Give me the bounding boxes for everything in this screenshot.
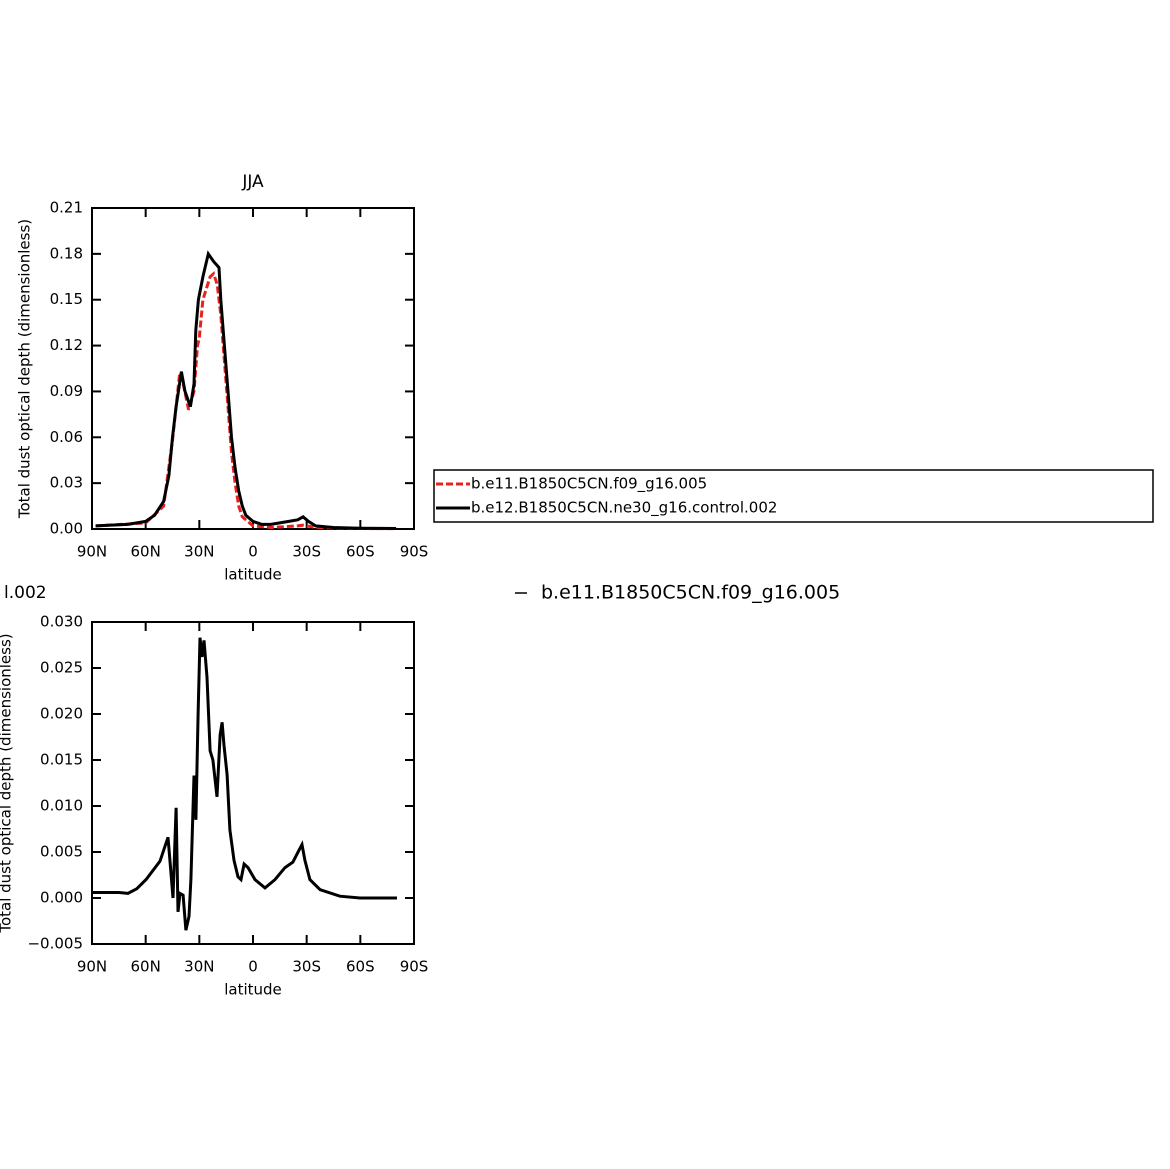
plot-frame: [91, 207, 415, 530]
y-tick-label: 0.18: [50, 244, 83, 262]
y-tick-label: 0.00: [50, 520, 83, 538]
x-tick-label: 30S: [292, 958, 321, 976]
y-tick-label: 0.12: [50, 336, 83, 354]
x-tick-label: 60N: [131, 958, 161, 976]
y-tick-label: 0.15: [50, 290, 83, 308]
y-axis-label: Total dust optical depth (dimensionless): [16, 219, 34, 519]
y-tick-label: 0.025: [40, 659, 83, 677]
x-tick-label: 30N: [184, 958, 214, 976]
y-tick-label: −0.005: [27, 935, 83, 953]
y-tick-label: 0.020: [40, 705, 83, 723]
legend-box: [433, 469, 1154, 523]
plot-frame: [91, 621, 415, 945]
x-tick-label: 0: [248, 543, 258, 561]
x-tick-label: 60S: [346, 958, 375, 976]
y-tick-label: 0.030: [40, 613, 83, 631]
x-tick-label: 0: [248, 958, 258, 976]
y-tick-label: 0.21: [50, 199, 83, 217]
x-tick-label: 30N: [184, 543, 214, 561]
legend-label: b.e11.B1850C5CN.f09_g16.005: [541, 582, 840, 604]
y-axis-label: Total dust optical depth (dimensionless): [0, 633, 15, 933]
y-tick-label: 0.015: [40, 751, 83, 769]
x-tick-label: 90N: [77, 543, 107, 561]
y-tick-label: 0.000: [40, 889, 83, 907]
x-tick-label: 30S: [292, 543, 321, 561]
series-line: [92, 637, 397, 931]
legend-label: b.e12.B1850C5CN.ne30_g16.control.002: [471, 499, 777, 518]
legend-label: b.e11.B1850C5CN.f09_g16.005: [471, 475, 707, 494]
chart-title: JJA: [241, 172, 264, 192]
x-tick-label: 90S: [400, 958, 429, 976]
chart-title: l.002: [4, 583, 47, 603]
x-tick-label: 90S: [400, 543, 429, 561]
y-tick-label: 0.09: [50, 382, 83, 400]
x-axis-label: latitude: [224, 981, 282, 999]
y-tick-label: 0.06: [50, 428, 83, 446]
x-axis-label: latitude: [224, 566, 282, 584]
x-tick-label: 60S: [346, 543, 375, 561]
y-tick-label: 0.005: [40, 843, 83, 861]
series-line: [95, 271, 397, 531]
x-tick-label: 60N: [131, 543, 161, 561]
series-line: [95, 250, 397, 530]
y-tick-label: 0.010: [40, 797, 83, 815]
y-tick-label: 0.03: [50, 474, 83, 492]
x-tick-label: 90N: [77, 958, 107, 976]
